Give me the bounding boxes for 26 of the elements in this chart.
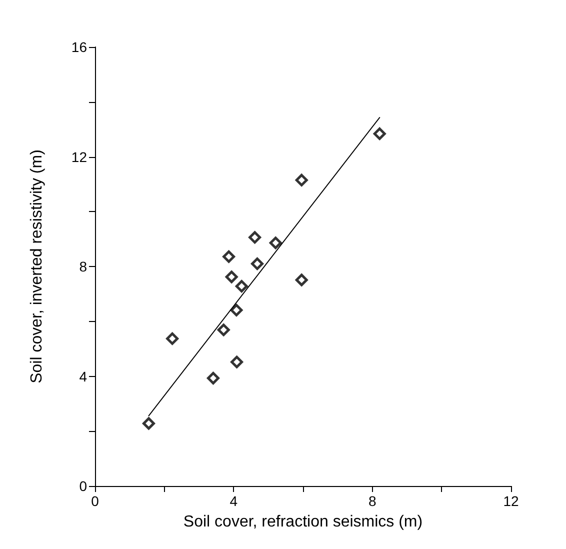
- x-tick-label: 0: [91, 493, 100, 509]
- y-tick-label: 8: [79, 258, 88, 274]
- point: [295, 274, 308, 286]
- point: [225, 270, 238, 284]
- x-tick-label: 8: [368, 493, 376, 509]
- point: [269, 236, 282, 250]
- y-tick-label: 12: [71, 148, 88, 165]
- point: [295, 174, 308, 186]
- point: [166, 332, 179, 345]
- y-tick-label: 16: [71, 39, 88, 55]
- y-tick-label: 4: [79, 368, 88, 384]
- x-tick-label: 4: [230, 493, 238, 509]
- x-axis-title: Soil cover, refraction seismics (m): [183, 514, 423, 530]
- point: [222, 250, 236, 263]
- y-tick-label: 0: [79, 478, 88, 494]
- y-axis-title: Soil cover, inverted resistivity (m): [28, 150, 46, 384]
- point: [248, 231, 262, 244]
- point: [206, 372, 220, 384]
- point: [373, 127, 386, 140]
- point: [250, 258, 264, 270]
- point: [235, 280, 248, 293]
- x-tick-label: 12: [503, 493, 519, 509]
- point: [142, 417, 155, 430]
- point: [217, 324, 230, 336]
- point: [230, 356, 244, 368]
- point: [230, 304, 243, 316]
